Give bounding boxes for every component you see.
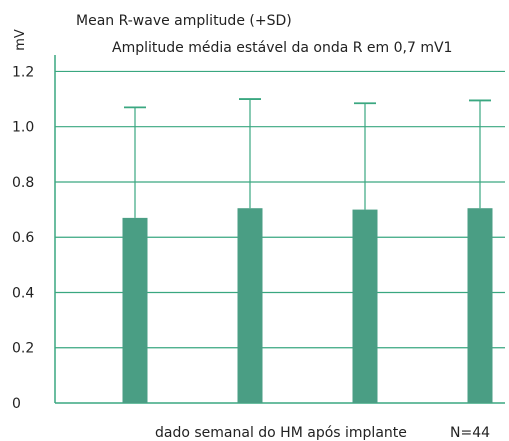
- y-tick-label: 0.8: [12, 175, 34, 191]
- y-tick-label: 0: [12, 396, 21, 412]
- bar: [352, 209, 378, 403]
- y-axis-label: mV: [13, 29, 28, 51]
- y-tick-label: 1.0: [12, 120, 34, 136]
- y-tick-label: 0.2: [12, 341, 34, 357]
- bars: [122, 208, 493, 403]
- x-axis-label: dado semanal do HM após implante: [155, 425, 407, 441]
- bar: [237, 208, 263, 403]
- error-bars: [124, 98, 491, 218]
- bar: [467, 208, 493, 403]
- y-tick-label: 0.6: [12, 230, 34, 246]
- bar: [122, 217, 148, 403]
- sample-size-note: N=44: [450, 425, 490, 441]
- y-tick-label: 1.2: [12, 64, 34, 80]
- chart-title: Mean R-wave amplitude (+SD): [76, 13, 292, 29]
- y-tick-labels: 0 0.2 0.4 0.6 0.8 1.0 1.2: [12, 64, 34, 412]
- y-tick-label: 0.4: [12, 285, 34, 301]
- chart-subtitle: Amplitude média estável da onda R em 0,7…: [112, 40, 452, 56]
